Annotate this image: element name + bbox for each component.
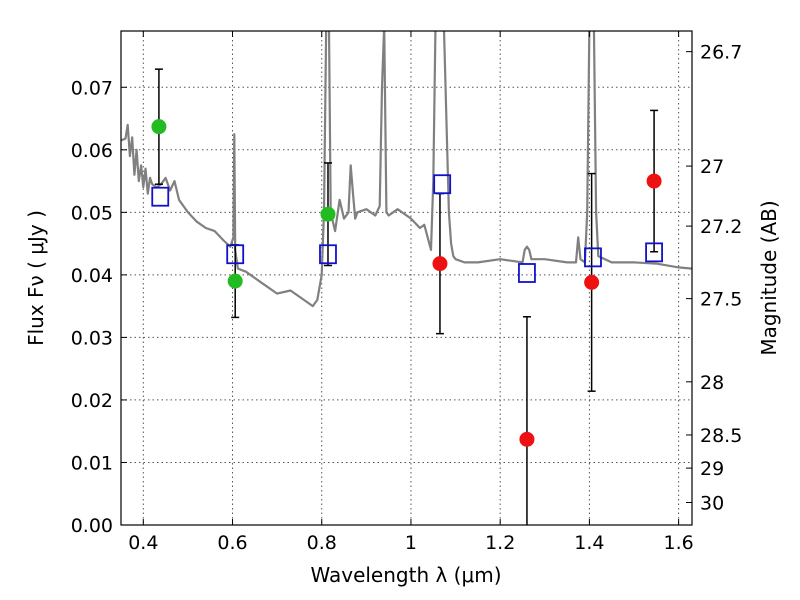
- y-right-tick-label: 26.7: [700, 42, 742, 64]
- photometry-point-green: [320, 206, 336, 222]
- y-tick-label: 0.06: [71, 140, 113, 162]
- y-axis-label: Flux Fν ( μJy ): [24, 210, 48, 346]
- plot-frame: [120, 30, 693, 526]
- x-tick-label: 0.8: [307, 532, 337, 554]
- y-tick-label: 0.01: [71, 452, 113, 474]
- y-right-tick-label: 27.2: [700, 216, 742, 238]
- model-photometry-layer: [151, 174, 663, 283]
- photometry-point-red: [432, 256, 448, 272]
- photometry-point-green: [151, 119, 167, 135]
- photometry-point-red: [519, 431, 535, 447]
- axis-ticks: [121, 31, 692, 526]
- model-photometry-square: [151, 186, 170, 207]
- y-tick-label: 0.04: [71, 265, 113, 287]
- y-tick-label: 0.02: [71, 390, 113, 412]
- x-tick-label: 1: [405, 532, 417, 554]
- y-tick-label: 0.07: [71, 77, 113, 99]
- y-right-tick-label: 27.5: [700, 289, 742, 311]
- y-tick-label: 0.05: [71, 202, 113, 224]
- model-photometry-square: [226, 244, 245, 265]
- model-photometry-square: [518, 263, 536, 283]
- model-spectrum-layer: [121, 31, 692, 308]
- y-tick-label: 0.03: [71, 327, 113, 349]
- x-tick-label: 1.6: [664, 532, 694, 554]
- observed-photometry-layer: [151, 119, 662, 447]
- x-tick-label: 0.6: [217, 532, 247, 554]
- model-photometry-square: [433, 174, 452, 195]
- y-right-tick-label: 30: [700, 492, 724, 514]
- photometry-point-green: [227, 273, 243, 289]
- x-tick-label: 1.2: [485, 532, 515, 554]
- y-axis-right-label: Magnitude (AB): [757, 200, 781, 355]
- model-photometry-square: [645, 242, 663, 263]
- y-right-tick-label: 28: [700, 372, 724, 394]
- photometry-point-red: [646, 173, 662, 189]
- x-tick-label: 1.4: [574, 532, 604, 554]
- y-tick-label: 0.00: [71, 515, 113, 537]
- x-tick-label: 0.4: [128, 532, 158, 554]
- model-photometry-square: [319, 244, 337, 265]
- y-right-tick-label: 27: [700, 156, 724, 178]
- tick-labels: 0.4 0.6 0.8 1 1.2 1.4 1.6 0.00 0.01 0.02 0.03 0.04 0…: [71, 42, 743, 554]
- photometry-point-red: [584, 274, 600, 290]
- x-axis-label: Wavelength λ (μm): [310, 563, 501, 587]
- model-spectrum-line: [121, 31, 692, 308]
- y-right-tick-label: 28.5: [700, 425, 742, 447]
- y-right-tick-label: 29: [700, 458, 724, 480]
- model-photometry-square: [584, 247, 602, 268]
